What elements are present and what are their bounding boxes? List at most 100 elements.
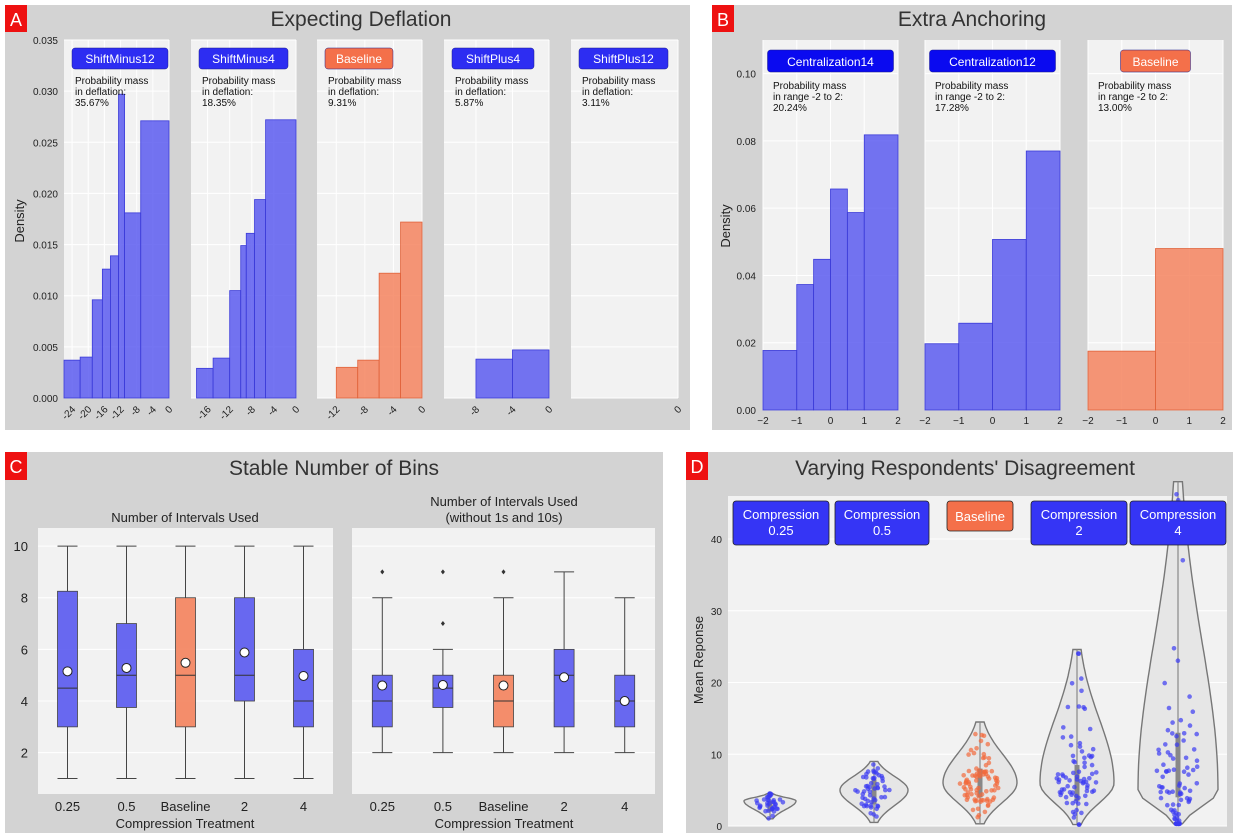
- panel-b-ytick-label: 0.08: [737, 137, 757, 148]
- panel-a-mass-line1: Probability mass: [328, 76, 401, 87]
- panel-d-data-point: [767, 791, 772, 796]
- panel-d-data-point: [757, 804, 763, 810]
- panel-d-data-point: [770, 813, 775, 819]
- panel-d-data-point: [1074, 777, 1080, 782]
- panel-d-data-point: [986, 756, 992, 761]
- panel-a-letter-box: [5, 5, 27, 32]
- panel-d-data-point: [1178, 797, 1184, 803]
- panel-b-mass-value: 13.00%: [1098, 103, 1132, 114]
- panel-a-plot-area: [444, 40, 549, 398]
- panel-d-data-point: [1072, 784, 1077, 790]
- panel-d-data-point: [985, 741, 991, 747]
- panel-b-xtick-label: 1: [1186, 416, 1192, 427]
- panel-d-data-point: [1186, 799, 1191, 805]
- panel-d-data-point: [964, 797, 970, 803]
- panel-d-data-point: [1077, 744, 1083, 749]
- panel-d-data-point: [973, 731, 978, 737]
- panel-d-data-point: [990, 797, 996, 802]
- panel-d-data-point: [974, 771, 980, 776]
- panel-d-data-point: [1174, 492, 1179, 497]
- panel-c-mean-marker: [62, 666, 73, 677]
- panel-d-data-point: [871, 796, 876, 801]
- panel-b-histogram-bar: [1087, 350, 1156, 411]
- panel-d-violin-iqr: [767, 800, 773, 812]
- panel-d-data-point: [875, 766, 881, 771]
- panel-b-mass-line1: Probability mass: [773, 81, 846, 92]
- panel-a-histogram-bar: [254, 199, 267, 399]
- panel-c-mean-marker: [559, 672, 570, 683]
- panel-b-treatment-badge: [767, 49, 894, 73]
- panel-d-data-point: [1064, 800, 1070, 806]
- panel-a-treatment-badge: [324, 47, 394, 70]
- panel-d-data-point: [1178, 717, 1184, 723]
- panel-a-histogram-bar: [265, 119, 297, 399]
- panel-d-data-point: [1089, 771, 1095, 777]
- panel-d-data-point: [867, 785, 872, 790]
- panel-d-ytick-label: 10: [711, 750, 723, 761]
- panel-d-letter-box: [686, 452, 708, 480]
- panel-d-data-point: [1072, 759, 1077, 765]
- panel-d-data-point: [865, 769, 871, 774]
- panel-d-data-point: [1079, 676, 1084, 681]
- panel-a-title: Expecting Deflation: [271, 8, 452, 31]
- panel-d-data-point: [766, 816, 771, 821]
- panel-b-histogram-bar: [762, 350, 798, 411]
- panel-d-data-point: [1177, 783, 1182, 788]
- panel-d-data-point: [1086, 753, 1092, 758]
- panel-d-data-point: [1170, 731, 1175, 736]
- panel-d-data-point: [1157, 784, 1162, 789]
- panel-a-histogram-bar: [91, 299, 103, 399]
- panel-a-mass-line2: in deflation:: [328, 87, 379, 98]
- panel-d-data-point: [1194, 781, 1200, 786]
- panel-d-data-point: [984, 798, 990, 803]
- panel-c-mean-marker: [180, 657, 191, 668]
- panel-d-data-point: [1091, 788, 1097, 793]
- panel-d-treatment-badge: [946, 500, 1014, 532]
- panel-a-mass-line1: Probability mass: [582, 76, 655, 87]
- panel-d-data-point: [861, 789, 867, 794]
- panel-b-xtick-label: 1: [1023, 416, 1029, 427]
- panel-a-ytick-label: 0.020: [33, 189, 58, 200]
- panel-a-histogram-bar: [196, 367, 214, 399]
- panel-b-ytick-label: 0.06: [737, 204, 757, 215]
- panel-d-data-point: [1185, 765, 1190, 770]
- panel-a-mass-line1: Probability mass: [75, 76, 148, 87]
- panel-b-xtick-label: −2: [1082, 416, 1094, 427]
- panel-c-box: [432, 674, 454, 708]
- panel-d-treatment-badge: [1129, 500, 1227, 546]
- panel-b-xtick-label: 0: [990, 416, 996, 427]
- panel-d-data-point: [974, 766, 979, 771]
- panel-d-data-point: [979, 732, 985, 738]
- panel-a-treatment-badge: [71, 47, 169, 70]
- panel-a-ylabel: Density: [12, 199, 27, 243]
- panel-a-histogram-bar: [118, 93, 125, 399]
- panel-c-xtick-label: 2: [560, 799, 567, 814]
- panel-c-xlabel-left: Compression Treatment: [116, 816, 255, 831]
- panel-d-data-point: [1084, 801, 1089, 807]
- panel-c-xtick-label: Baseline: [161, 799, 211, 814]
- panel-d-data-point: [1087, 726, 1093, 732]
- panel-a-histogram-bar: [212, 357, 231, 399]
- panel-a-treatment-badge: [198, 47, 289, 70]
- panel-d-data-point: [867, 793, 873, 798]
- panel-c-subtitle-left: Number of Intervals Used: [111, 510, 258, 525]
- panel-a-mass-line2: in deflation:: [75, 87, 126, 98]
- panel-b-xtick-label: −1: [1116, 416, 1128, 427]
- panel-d-treatment-label-line1: Compression: [1140, 507, 1217, 522]
- panel-a-treatment-badge: [578, 47, 669, 70]
- panel-d-data-point: [1070, 809, 1076, 815]
- panel-d-ytick-label: 20: [711, 679, 723, 690]
- panel-d-data-point: [976, 785, 981, 791]
- panel-a-histogram-bar: [378, 272, 401, 399]
- panel-d-data-point: [1187, 723, 1193, 728]
- panel-d-data-point: [1070, 753, 1076, 759]
- panel-b-histogram-bar: [958, 322, 993, 411]
- panel-d-data-point: [1156, 751, 1162, 756]
- panel-d-data-point: [1087, 776, 1092, 781]
- panel-a-treatment-label: ShiftMinus4: [212, 52, 275, 66]
- panel-d-data-point: [1081, 776, 1087, 782]
- panel-d-data-point: [766, 798, 771, 803]
- panel-d-data-point: [1170, 802, 1176, 807]
- panel-b-mass-line2: in range -2 to 2:: [773, 92, 843, 103]
